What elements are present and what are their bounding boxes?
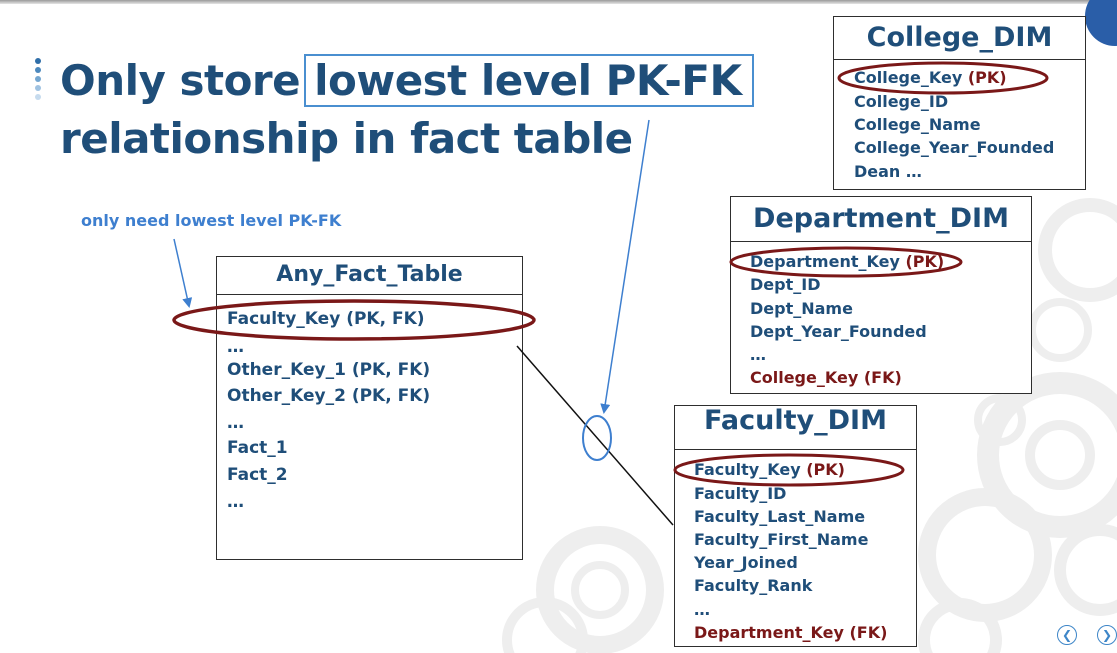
department-pk-name: Department_Key (750, 252, 900, 271)
faculty-row: Faculty_Last_Name (694, 507, 866, 526)
faculty-row: Faculty_First_Name (694, 530, 869, 549)
department-pk-row: Department_Key (PK) (750, 252, 944, 271)
fact-table-box: Any_Fact_Table Faculty_Key (PK, FK) … Ot… (216, 256, 523, 560)
faculty-row: Faculty_Rank (694, 576, 813, 595)
fact-row: Faculty_Key (PK, FK) (227, 309, 425, 329)
faculty-dim-header: Faculty_DIM (675, 406, 916, 450)
chevron-left-icon[interactable]: ❮ (1057, 625, 1077, 645)
faculty-pk-name: Faculty_Key (694, 460, 801, 479)
department-fk-row: College_Key (FK) (750, 368, 902, 387)
fact-row: Fact_1 (227, 438, 288, 458)
fact-row: Fact_2 (227, 465, 288, 485)
bullet-dots-icon (34, 58, 44, 103)
slide-title: Only store lowest level PK-FK relationshi… (60, 52, 754, 168)
fact-row: Other_Key_2 (PK, FK) (227, 386, 431, 406)
college-row: Dean … (854, 162, 922, 181)
department-dim-header: Department_DIM (731, 197, 1031, 242)
college-pk-row: College_Key (PK) (854, 68, 1007, 87)
faculty-dim-box: Faculty_DIM Faculty_Key (PK) Faculty_ID … (674, 405, 917, 647)
college-dim-header: College_DIM (834, 17, 1085, 60)
title-prefix: Only store (60, 56, 301, 105)
fact-table-header: Any_Fact_Table (217, 257, 522, 295)
faculty-pk-tag: (PK) (806, 460, 845, 479)
department-row: Dept_Year_Founded (750, 322, 927, 341)
faculty-fk-row: Department_Key (FK) (694, 623, 888, 642)
fact-row: … (227, 413, 244, 433)
chevron-right-icon[interactable]: ❯ (1097, 625, 1117, 645)
college-dim-box: College_DIM College_Key (PK) College_ID … (833, 16, 1086, 190)
college-row: College_Name (854, 115, 981, 134)
title-line-2: relationship in fact table (60, 114, 633, 163)
college-pk-name: College_Key (854, 68, 963, 87)
top-border (0, 0, 1117, 4)
fact-row: Other_Key_1 (PK, FK) (227, 360, 431, 380)
faculty-row: Year_Joined (694, 553, 798, 572)
department-pk-tag: (PK) (905, 252, 945, 271)
faculty-pk-row: Faculty_Key (PK) (694, 460, 845, 479)
department-row: Dept_Name (750, 299, 853, 318)
department-dim-box: Department_DIM Department_Key (PK) Dept_… (730, 196, 1032, 394)
title-highlight-box: lowest level PK-FK (304, 54, 754, 107)
faculty-row: … (694, 600, 710, 619)
college-row: College_ID (854, 92, 949, 111)
annotation-note: only need lowest level PK-FK (81, 211, 342, 230)
college-pk-tag: (PK) (967, 68, 1007, 87)
department-row: … (750, 345, 766, 364)
faculty-row: Faculty_ID (694, 484, 787, 503)
college-row: College_Year_Founded (854, 138, 1055, 157)
fact-row: … (227, 492, 244, 512)
department-row: Dept_ID (750, 275, 821, 294)
fact-row: … (227, 337, 244, 357)
